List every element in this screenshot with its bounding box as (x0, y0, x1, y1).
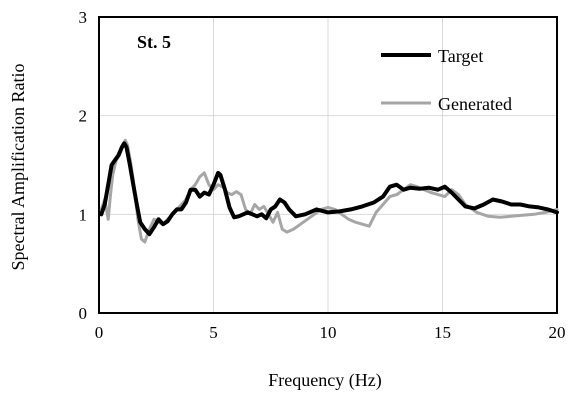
station-annotation: St. 5 (137, 32, 171, 52)
series-line-target (99, 141, 559, 237)
series-line-generated (99, 138, 559, 244)
x-tick-label: 15 (434, 323, 451, 342)
tick-labels: 0 5 10 15 20 0 1 2 3 (79, 8, 566, 342)
x-tick-label: 5 (209, 323, 218, 342)
legend-label-generated: Generated (438, 94, 512, 114)
legend: Target Generated (381, 46, 512, 114)
x-tick-label: 10 (320, 323, 337, 342)
plot-frame (98, 16, 558, 314)
y-axis-label: Spectral Amplification Ratio (8, 64, 28, 271)
y-tick-label: 1 (79, 205, 88, 224)
y-tick-label: 2 (79, 107, 88, 126)
y-tick-label: 0 (79, 304, 88, 323)
x-tick-label: 0 (95, 323, 104, 342)
y-tick-label: 3 (79, 8, 88, 27)
x-axis-label: Frequency (Hz) (268, 370, 381, 391)
series-group (99, 138, 559, 244)
legend-label-target: Target (438, 46, 483, 66)
x-tick-label: 20 (549, 323, 566, 342)
grid (99, 17, 557, 313)
